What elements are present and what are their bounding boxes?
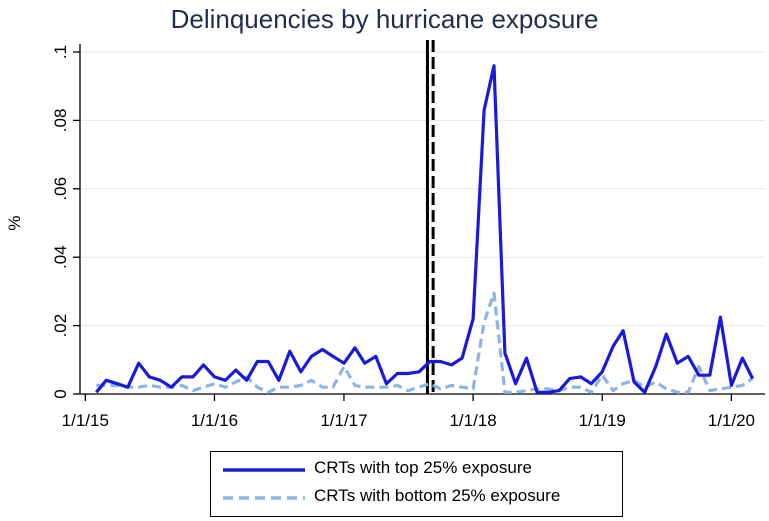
y-tick-label: .08 <box>51 109 70 133</box>
legend-label: CRTs with top 25% exposure <box>314 458 532 477</box>
x-tick-label: 1/1/20 <box>708 411 755 430</box>
series-lines <box>95 64 755 394</box>
y-tick-label: .02 <box>51 314 70 338</box>
x-tick-label: 1/1/17 <box>320 411 367 430</box>
legend-label: CRTs with bottom 25% exposure <box>314 486 561 505</box>
event-lines <box>425 40 435 394</box>
series-line <box>96 291 754 394</box>
legend: CRTs with top 25% exposure CRTs with bot… <box>210 451 623 517</box>
x-tick-label: 1/1/18 <box>449 411 496 430</box>
x-tick-label: 1/1/15 <box>62 411 109 430</box>
y-tick-label: .1 <box>51 45 70 59</box>
x-tick-label: 1/1/19 <box>579 411 626 430</box>
y-tick-label: .04 <box>51 245 70 269</box>
y-axis-label: % <box>5 215 24 230</box>
legend-swatch-dashed <box>223 496 305 500</box>
axes: 0 .02 .04 .06 .08 .1 1/1/15 1/1/16 1/1/17 1/1/18 1… <box>51 44 765 430</box>
legend-item-bottom-exposure: CRTs with bottom 25% exposure <box>211 484 622 512</box>
chart-title: Delinquencies by hurricane exposure <box>170 4 599 34</box>
gridlines <box>80 51 765 327</box>
series-line <box>95 64 755 394</box>
legend-swatch-solid <box>223 468 305 472</box>
y-tick-label: 0 <box>51 389 70 398</box>
legend-item-top-exposure: CRTs with top 25% exposure <box>211 456 622 484</box>
x-tick-label: 1/1/16 <box>191 411 238 430</box>
y-tick-label: .06 <box>51 177 70 201</box>
